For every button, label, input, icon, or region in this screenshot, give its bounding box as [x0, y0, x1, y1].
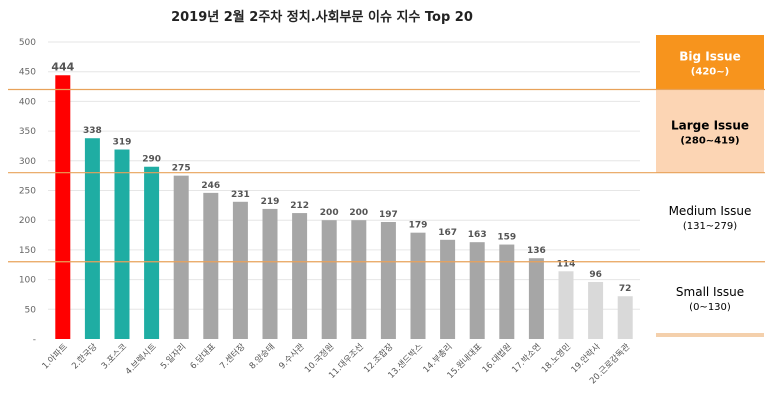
- bar: [203, 192, 219, 339]
- bar: [173, 175, 189, 339]
- issue-band-title: Big Issue: [679, 49, 740, 63]
- data-label: 72: [619, 284, 632, 294]
- bar: [499, 244, 515, 339]
- bar: [321, 220, 337, 339]
- x-tick-label: 17.박소연: [510, 341, 544, 375]
- y-tick-label: 200: [19, 216, 36, 226]
- y-tick-label: 100: [19, 276, 36, 286]
- x-tick-label: 18.노영민: [539, 341, 573, 375]
- y-tick-label: 350: [19, 127, 36, 137]
- data-label: 163: [468, 230, 487, 240]
- issue-band-title: Medium Issue: [669, 204, 752, 218]
- gridlines: [48, 41, 640, 310]
- issue-band: [656, 90, 764, 173]
- bar: [351, 220, 367, 339]
- data-label: 197: [379, 210, 398, 220]
- data-label: 136: [527, 246, 546, 256]
- data-label: 200: [320, 208, 339, 218]
- bar: [292, 213, 308, 339]
- bar: [410, 232, 426, 339]
- y-tick-label: 300: [19, 157, 36, 167]
- issue-bands: Big Issue (420~) Large Issue (280~419) Mediu…: [656, 35, 764, 337]
- bar: [440, 239, 456, 339]
- data-label: 96: [589, 270, 602, 280]
- x-tick-label: 2.한국당: [69, 341, 99, 371]
- issue-band-range: (280~419): [680, 135, 739, 146]
- issue-band: [656, 261, 764, 334]
- x-tick-label: 1.아파트: [40, 341, 70, 371]
- data-label: 179: [409, 221, 428, 231]
- x-tick-label: 4.브렉시트: [123, 341, 159, 377]
- y-tick-label: 500: [19, 38, 36, 48]
- bars: 444 338 319 290 275 246 231 219 212 200 200 197 179 1…: [51, 60, 633, 339]
- y-tick-label: 450: [19, 68, 36, 78]
- bar: [144, 166, 160, 339]
- data-label: 200: [349, 208, 368, 218]
- issue-band-title: Large Issue: [671, 118, 749, 132]
- data-label: 444: [51, 60, 74, 73]
- issue-band: [656, 35, 764, 90]
- bar: [528, 258, 544, 339]
- issue-band-range: (420~): [691, 66, 729, 77]
- issue-band-range: (131~279): [683, 221, 737, 232]
- data-label: 219: [261, 197, 280, 207]
- data-label: 231: [231, 190, 250, 200]
- data-label: 246: [201, 181, 220, 191]
- bar: [232, 201, 248, 339]
- bar: [84, 138, 100, 339]
- issue-band-title: Small Issue: [676, 285, 744, 299]
- data-label: 319: [113, 138, 132, 148]
- x-tick-label: 3.포스코: [100, 342, 130, 372]
- y-tick-label: 400: [19, 97, 36, 107]
- x-tick-label: 16.대법원: [480, 341, 514, 375]
- data-label: 212: [290, 201, 309, 211]
- bar: [558, 271, 574, 339]
- bar: [617, 296, 633, 339]
- issue-band-range: (0~130): [689, 302, 731, 313]
- y-tick-label: 50: [25, 305, 37, 315]
- x-tick-label: 8.양승태: [247, 341, 277, 371]
- data-label: 167: [438, 228, 457, 238]
- data-label: 290: [142, 155, 161, 165]
- data-label: 338: [83, 126, 102, 136]
- x-tick-label: 5.일자리: [159, 342, 188, 371]
- y-tick-label: -: [33, 335, 36, 345]
- bar: [114, 149, 130, 339]
- bar: [55, 75, 71, 339]
- issue-band: [656, 173, 764, 262]
- threshold-lines: [8, 88, 765, 263]
- y-tick-label: 150: [19, 246, 36, 256]
- x-tick-label: 7.센터장: [217, 341, 247, 371]
- y-tick-label: 250: [19, 187, 36, 197]
- data-label: 275: [172, 164, 191, 174]
- bar: [380, 221, 396, 339]
- data-label: 114: [557, 259, 576, 269]
- bar: [262, 208, 278, 339]
- x-tick-label: 6.당대표: [188, 341, 218, 371]
- bar: [469, 242, 485, 339]
- x-tick-label: 9.수사관: [277, 341, 307, 371]
- bar: [588, 281, 604, 339]
- data-label: 159: [497, 233, 516, 243]
- chart-title: 2019년 2월 2주차 정치.사회부문 이슈 지수 Top 20: [171, 9, 473, 25]
